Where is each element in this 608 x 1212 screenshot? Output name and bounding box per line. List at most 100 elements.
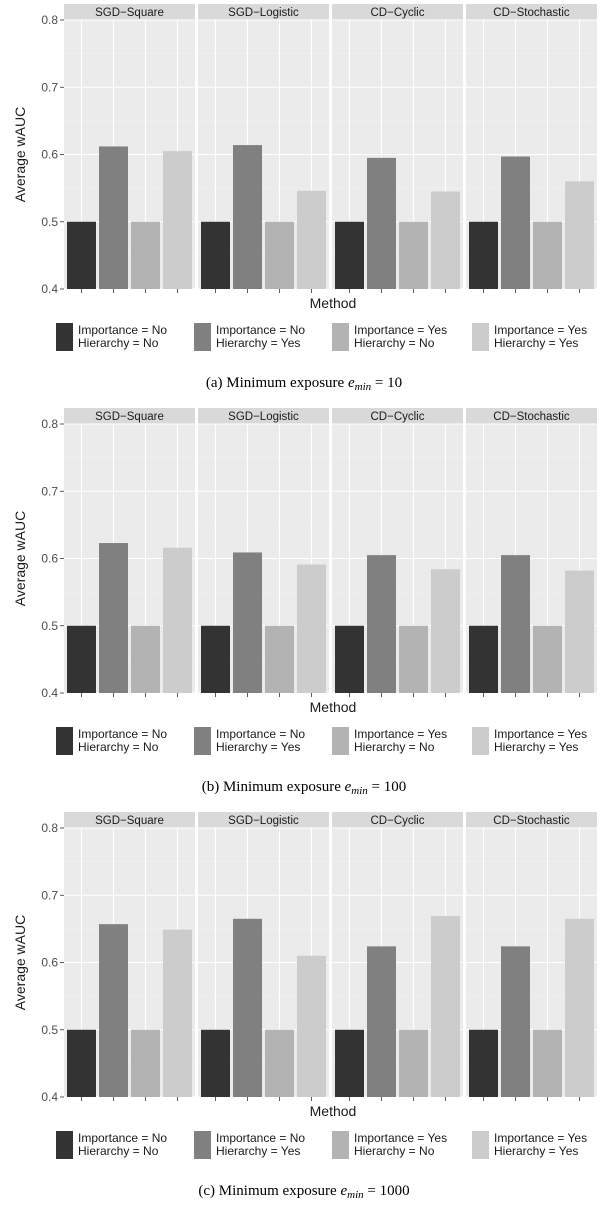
bar xyxy=(501,156,530,289)
bar xyxy=(67,625,96,693)
legend-label-line2: Hierarchy = Yes xyxy=(494,1144,578,1158)
bar xyxy=(99,924,128,1097)
bar xyxy=(265,1029,294,1097)
facet-strip xyxy=(466,4,597,20)
facet-panel: CD−Cyclic xyxy=(332,812,463,1101)
legend-label-line1: Importance = No xyxy=(216,727,305,741)
bar xyxy=(469,221,498,289)
figure-caption: (b) Minimum exposure emin = 100 xyxy=(202,779,407,797)
caption-variable: e xyxy=(340,1183,347,1199)
legend-label-line2: Hierarchy = No xyxy=(78,740,159,754)
bar xyxy=(367,555,396,693)
facet-label: SGD−Square xyxy=(95,815,164,827)
facet-label: CD−Cyclic xyxy=(371,7,425,19)
facet-label: SGD−Logistic xyxy=(228,411,299,423)
bar xyxy=(163,151,192,289)
facet-strip xyxy=(332,812,463,828)
legend-swatch xyxy=(472,323,489,351)
y-tick-label: 0.5 xyxy=(41,619,58,633)
legend-label-line1: Importance = No xyxy=(78,1131,167,1145)
bar xyxy=(163,547,192,693)
bar xyxy=(565,570,594,693)
facet-panel: CD−Cyclic xyxy=(332,4,463,293)
facet-panel: CD−Cyclic xyxy=(332,408,463,697)
legend-label-line2: Hierarchy = Yes xyxy=(216,740,300,754)
bar xyxy=(533,1029,562,1097)
x-axis-title: Method xyxy=(310,295,357,311)
bar xyxy=(469,1029,498,1097)
facet-strip xyxy=(64,812,195,828)
bar xyxy=(201,625,230,693)
y-tick-label: 0.7 xyxy=(41,80,58,94)
facet-label: SGD−Logistic xyxy=(228,815,299,827)
bar xyxy=(67,221,96,289)
y-tick-label: 0.5 xyxy=(41,215,58,229)
facet-strip xyxy=(198,408,329,424)
facet-panel: SGD−Logistic xyxy=(198,812,329,1101)
bar xyxy=(533,221,562,289)
legend-label-line2: Hierarchy = Yes xyxy=(216,336,300,350)
bar xyxy=(297,190,326,289)
legend-swatch xyxy=(194,323,211,351)
y-tick-label: 0.4 xyxy=(41,282,58,296)
legend-label-line1: Importance = Yes xyxy=(494,727,587,741)
legend-swatch xyxy=(56,727,73,755)
bar xyxy=(565,181,594,289)
bar xyxy=(163,929,192,1097)
facet-label: SGD−Square xyxy=(95,411,164,423)
legend-swatch xyxy=(194,1131,211,1159)
bar xyxy=(131,625,160,693)
legend-label-line2: Hierarchy = Yes xyxy=(494,740,578,754)
facet-strip xyxy=(198,812,329,828)
bar xyxy=(367,946,396,1097)
caption-prefix: (a) Minimum exposure xyxy=(206,375,348,391)
caption-suffix: = 10 xyxy=(371,375,402,391)
facet-panel: SGD−Square xyxy=(64,4,195,293)
bar xyxy=(131,1029,160,1097)
bar xyxy=(431,569,460,693)
caption-variable: e xyxy=(348,375,355,391)
caption-prefix: (b) Minimum exposure xyxy=(202,779,345,795)
legend-label-line2: Hierarchy = Yes xyxy=(216,1144,300,1158)
legend-label-line1: Importance = No xyxy=(216,1131,305,1145)
legend-label-line2: Hierarchy = No xyxy=(78,1144,159,1158)
bar xyxy=(431,191,460,289)
bar xyxy=(431,916,460,1097)
y-axis-title: Average wAUC xyxy=(12,915,28,1010)
caption-prefix: (c) Minimum exposure xyxy=(198,1183,340,1199)
facet-panel: CD−Stochastic xyxy=(466,4,597,293)
facet-panel: SGD−Logistic xyxy=(198,4,329,293)
caption-subscript: min xyxy=(355,381,372,393)
facet-label: CD−Cyclic xyxy=(371,815,425,827)
y-tick-label: 0.4 xyxy=(41,1090,58,1104)
bar xyxy=(335,625,364,693)
bar xyxy=(501,946,530,1097)
legend-label-line1: Importance = Yes xyxy=(354,727,447,741)
caption-suffix: = 100 xyxy=(368,779,406,795)
facet-label: CD−Stochastic xyxy=(493,815,570,827)
bar xyxy=(533,625,562,693)
facet-panel: SGD−Square xyxy=(64,812,195,1101)
bar xyxy=(265,625,294,693)
y-tick-label: 0.6 xyxy=(41,148,58,162)
legend-swatch xyxy=(332,727,349,755)
facet-label: SGD−Square xyxy=(95,7,164,19)
y-tick-label: 0.8 xyxy=(41,13,58,27)
bar xyxy=(335,221,364,289)
facet-panel: SGD−Square xyxy=(64,408,195,697)
facet-strip xyxy=(466,408,597,424)
legend-label-line2: Hierarchy = No xyxy=(354,1144,435,1158)
legend-swatch xyxy=(472,1131,489,1159)
caption-suffix: = 1000 xyxy=(364,1183,410,1199)
bar xyxy=(469,625,498,693)
y-tick-label: 0.6 xyxy=(41,552,58,566)
bar xyxy=(233,145,262,289)
legend-label-line1: Importance = No xyxy=(78,323,167,337)
y-tick-label: 0.5 xyxy=(41,1023,58,1037)
bar xyxy=(99,543,128,693)
facet-strip xyxy=(466,812,597,828)
